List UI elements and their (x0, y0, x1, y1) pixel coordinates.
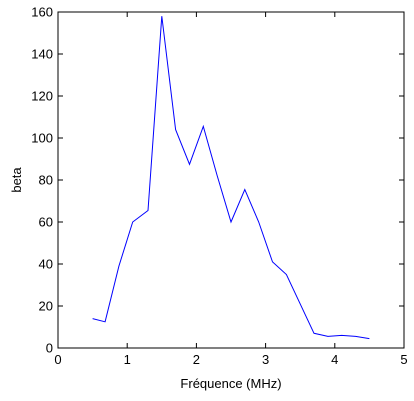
data-series-line (92, 16, 370, 340)
y-tick-label: 40 (39, 257, 53, 272)
x-axis-label: Fréquence (MHz) (180, 376, 281, 391)
y-axis-ticks: 0 20 40 60 80 100 120 140 160 (31, 5, 404, 356)
x-tick-label: 2 (193, 352, 200, 367)
y-tick-label: 60 (39, 215, 53, 230)
y-tick-label: 120 (31, 89, 53, 104)
y-tick-label: 20 (39, 299, 53, 314)
x-tick-label: 5 (400, 352, 407, 367)
y-axis-label: beta (9, 167, 24, 193)
x-tick-label: 4 (331, 352, 338, 367)
x-tick-label: 3 (262, 352, 269, 367)
y-tick-label: 80 (39, 173, 53, 188)
y-tick-label: 160 (31, 5, 53, 20)
y-tick-label: 140 (31, 47, 53, 62)
y-tick-label: 100 (31, 131, 53, 146)
y-tick-label: 0 (46, 341, 53, 356)
plot-area (57, 11, 405, 349)
x-tick-label: 0 (54, 352, 61, 367)
x-axis-ticks: 0 1 2 3 4 5 (54, 12, 408, 367)
x-tick-label: 1 (124, 352, 131, 367)
